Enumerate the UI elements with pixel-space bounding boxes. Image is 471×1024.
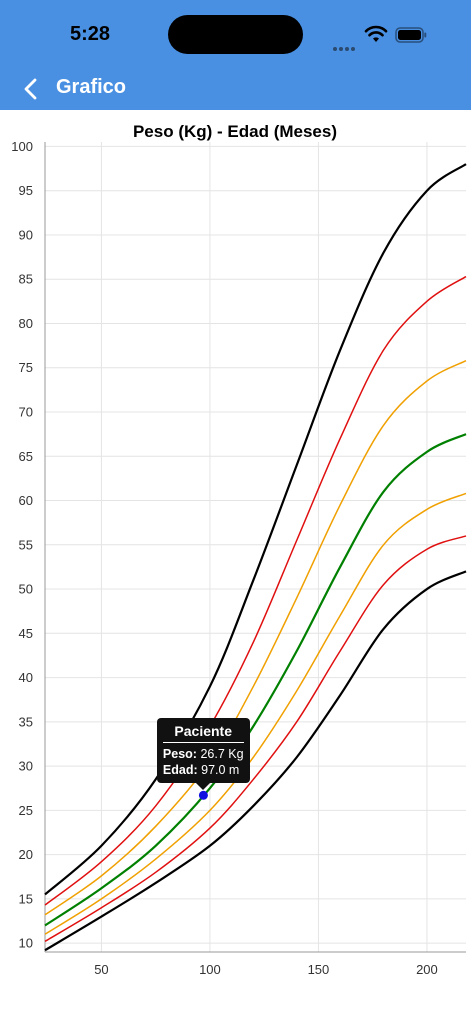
series-line-7 (44, 570, 467, 952)
x-tick-label: 200 (416, 962, 438, 977)
y-tick-label: 90 (19, 227, 33, 242)
x-tick-label: 150 (308, 962, 330, 977)
x-axis-ticks: 50 100 150 200 (94, 962, 438, 977)
y-tick-label: 30 (19, 759, 33, 774)
tooltip-peso-label: Peso: (162, 747, 197, 762)
series-line-4 (44, 433, 467, 927)
wifi-icon (364, 25, 388, 42)
x-tick-label: 50 (94, 962, 108, 977)
y-tick-label: 25 (19, 803, 33, 818)
tooltip-arrow (196, 783, 211, 791)
y-tick-label: 85 (19, 272, 33, 287)
tooltip-edad-label: Edad: (162, 763, 198, 778)
y-axis-ticks: 10 15 20 25 30 35 40 45 50 55 60 65 70 75 80 85 90 95 100 (11, 139, 33, 951)
growth-chart: Peso (Kg) - Edad (Meses) 50 100 150 200 10 1… (0, 110, 471, 990)
dynamic-island (168, 15, 303, 54)
status-time: 5:28 (70, 23, 111, 45)
y-tick-label: 40 (19, 670, 33, 685)
y-tick-label: 75 (19, 360, 33, 375)
battery-icon (395, 27, 427, 43)
y-tick-label: 55 (19, 537, 33, 552)
y-tick-label: 45 (19, 626, 33, 641)
patient-point-layer (198, 790, 208, 800)
y-tick-label: 50 (19, 582, 33, 597)
app-header: 5:28 Grafico (0, 0, 471, 110)
series-line-6 (44, 535, 467, 943)
chart-title: Peso (Kg) - Edad (Meses) (133, 122, 337, 141)
patient-point (198, 790, 208, 800)
y-tick-label: 15 (19, 891, 33, 906)
series-line-3 (44, 359, 467, 916)
patient-tooltip: Paciente Peso: 26.7 Kg Edad: 97.0 m (156, 718, 250, 791)
chart-svg: Peso (Kg) - Edad (Meses) 50 100 150 200 101… (11, 122, 467, 977)
series-line-2 (44, 275, 467, 906)
y-tick-label: 70 (19, 405, 33, 420)
x-tick-label: 100 (199, 962, 221, 977)
series-line-5 (44, 492, 467, 935)
y-tick-label: 35 (19, 714, 33, 729)
y-tick-label: 10 (19, 936, 33, 951)
y-tick-label: 100 (11, 139, 33, 154)
chart-series (44, 163, 467, 952)
page-title: Grafico (56, 76, 127, 98)
tooltip-peso-row: Peso: 26.7 Kg (163, 746, 244, 762)
y-tick-label: 20 (19, 847, 33, 862)
tooltip-edad-row: Edad: 97.0 m (163, 762, 244, 778)
series-line-1 (44, 163, 467, 896)
y-tick-label: 60 (19, 493, 33, 508)
cellular-signal-icon (333, 38, 357, 56)
tooltip-edad-value: 97.0 m (201, 763, 240, 778)
chevron-left-icon[interactable] (18, 76, 44, 102)
y-tick-label: 65 (19, 449, 33, 464)
chart-grid (44, 142, 466, 953)
tooltip-title: Paciente (162, 722, 244, 744)
y-tick-label: 80 (19, 316, 33, 331)
y-tick-label: 95 (19, 183, 33, 198)
tooltip-peso-value: 26.7 Kg (200, 747, 244, 762)
